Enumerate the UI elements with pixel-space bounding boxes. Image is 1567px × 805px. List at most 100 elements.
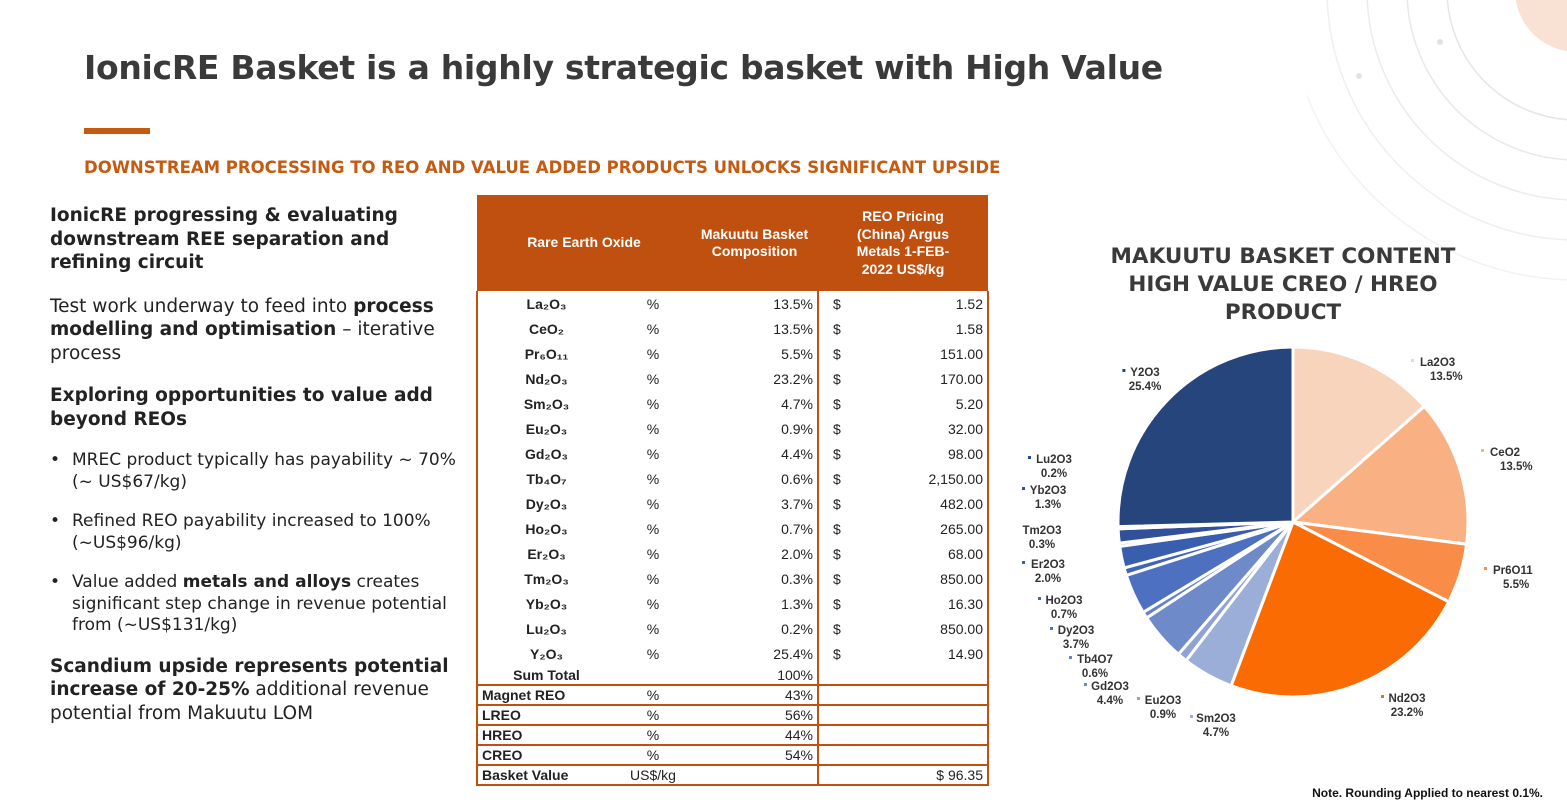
table-row: Lu₂O₃% 0.2% $850.00 [476, 616, 989, 641]
composition-cell: 5.5% [691, 341, 819, 366]
pie-label-value: 5.5% [1503, 579, 1529, 591]
pie-label-er2o3: Er2O3 2.0% [1022, 559, 1065, 585]
summary-price [818, 744, 989, 765]
table-row: Sm₂O₃% 4.7% $5.20 [476, 391, 989, 416]
unit-cell: % [646, 645, 660, 662]
pie-label-la2o3: La2O3 13.5% [1411, 357, 1463, 383]
currency-symbol: $ [833, 545, 841, 562]
price-cell: $14.90 [818, 641, 989, 666]
oxide-cell: Gd₂O₃ [476, 441, 615, 466]
pie-label-lu2o3: Lu2O3 0.2% [1028, 454, 1072, 480]
summary-value: 44% [691, 724, 819, 745]
para-test-work: Test work underway to feed into process … [50, 295, 435, 364]
header-composition: Makuutu Basket Composition [691, 195, 818, 291]
composition-cell: 1.3% [691, 591, 819, 616]
oxide-cell: Tb₄O₇ [476, 466, 615, 491]
sum-row: Sum Total 100% [476, 666, 989, 685]
composition-cell: 2.0% [691, 541, 819, 566]
pie-label-dy2o3: Dy2O3 3.7% [1050, 625, 1094, 651]
table-row: La₂O₃% 13.5% $1.52 [476, 291, 989, 316]
table-row: Tm₂O₃% 0.3% $850.00 [476, 566, 989, 591]
page-title: IonicRE Basket is a highly strategic bas… [84, 48, 1163, 87]
pie-label-value: 0.6% [1082, 668, 1108, 680]
price-cell: $98.00 [818, 441, 989, 466]
heading-progressing: IonicRE progressing & evaluating downstr… [50, 205, 398, 273]
pie-label-marker [1022, 561, 1025, 564]
bullet-refined: Refined REO payability increased to 100%… [50, 511, 460, 554]
price-value: 1.58 [955, 320, 983, 337]
pie-label-yb2o3: Yb2O3 1.3% [1022, 485, 1066, 511]
pie-label-value: 1.3% [1035, 499, 1061, 511]
pie-label-sm2o3: Sm2O3 4.7% [1190, 713, 1236, 739]
pie-label-name: Tb4O7 [1077, 654, 1113, 666]
pie-label-eu2o3: Eu2O3 0.9% [1137, 695, 1181, 721]
composition-cell: 23.2% [691, 366, 819, 391]
chart-title: MAKUUTU BASKET CONTENT HIGH VALUE CREO /… [1110, 244, 1456, 325]
currency-symbol: $ [833, 470, 841, 487]
currency-symbol: $ [833, 395, 841, 412]
pie-slice-y2o3 [1116, 345, 1295, 529]
bullet-metals: Value added metals and alloys creates si… [50, 572, 460, 637]
rounding-note: Note. Rounding Applied to nearest 0.1%. [1312, 786, 1543, 800]
unit-cell: % [646, 445, 660, 462]
pie-label-value: 0.2% [1041, 468, 1067, 480]
pie-label-name: Ho2O3 [1045, 595, 1082, 607]
price-value: 850.00 [940, 570, 983, 587]
price-cell: $2,150.00 [818, 466, 989, 491]
summary-value: 54% [691, 744, 819, 765]
price-cell: $850.00 [818, 616, 989, 641]
unit-cell: % [646, 295, 660, 312]
unit-cell: % [646, 395, 660, 412]
summary-label: LREO [476, 704, 615, 725]
unit-cell: % [646, 570, 660, 587]
pie-label-ceo2: CeO2 13.5% [1481, 447, 1533, 473]
pie-label-marker [1069, 656, 1072, 659]
currency-symbol: $ [833, 445, 841, 462]
price-value: 2,150.00 [928, 470, 984, 487]
pie-label-gd2o3: Gd2O3 4.4% [1084, 681, 1129, 707]
price-cell: $1.52 [818, 291, 989, 316]
pie-label-name: Sm2O3 [1196, 713, 1236, 725]
unit-cell: % [646, 495, 660, 512]
page-subtitle: DOWNSTREAM PROCESSING TO REO AND VALUE A… [84, 158, 1001, 177]
oxide-cell: Lu₂O₃ [476, 616, 615, 641]
pie-label-pr6o11: Pr6O11 5.5% [1484, 565, 1533, 591]
pie-slice-ceo2 [1289, 404, 1470, 546]
basket-composition [691, 764, 819, 786]
price-value: 68.00 [947, 545, 983, 562]
composition-cell: 0.3% [691, 566, 819, 591]
pie-label-value: 13.5% [1430, 371, 1463, 383]
summary-unit: % [615, 684, 691, 705]
unit-cell: % [646, 520, 660, 537]
summary-value: 56% [691, 704, 819, 725]
pie-label-marker [1190, 715, 1193, 718]
pie-label-name: Gd2O3 [1091, 681, 1129, 693]
summary-row: LREO% 56% [476, 704, 989, 725]
pie-label-name: Yb2O3 [1030, 485, 1066, 497]
pie-label-value: 13.5% [1500, 461, 1533, 473]
currency-symbol: $ [833, 495, 841, 512]
price-cell: $5.20 [818, 391, 989, 416]
oxide-cell: Pr₆O₁₁ [476, 341, 615, 366]
header-pricing: REO Pricing (China) Argus Metals 1-FEB-2… [818, 195, 988, 291]
header-oxide: Rare Earth Oxide [477, 195, 691, 291]
composition-cell: 0.9% [691, 416, 819, 441]
summary-unit: % [615, 744, 691, 765]
bullet-list: MREC product typically has payability ~ … [50, 450, 460, 637]
basket-label: Basket Value [476, 764, 615, 786]
table-row: Nd₂O₃% 23.2% $170.00 [476, 366, 989, 391]
price-value: 16.30 [947, 595, 983, 612]
pie-label-value: 4.7% [1203, 727, 1229, 739]
pie-label-nd2o3: Nd2O3 23.2% [1381, 693, 1426, 719]
currency-symbol: $ [833, 570, 841, 587]
basket-unit: US$/kg [615, 764, 691, 786]
pie-label-marker [1122, 369, 1126, 372]
basket-row: Basket Value US$/kg $ 96.35 [476, 764, 989, 786]
table-row: Ho₂O₃% 0.7% $265.00 [476, 516, 989, 541]
pie-label-marker [1137, 697, 1140, 700]
pie-label-marker [1411, 359, 1414, 362]
pie-label-marker [1028, 456, 1031, 459]
composition-cell: 0.7% [691, 516, 819, 541]
price-cell: $265.00 [818, 516, 989, 541]
unit-cell: % [646, 470, 660, 487]
